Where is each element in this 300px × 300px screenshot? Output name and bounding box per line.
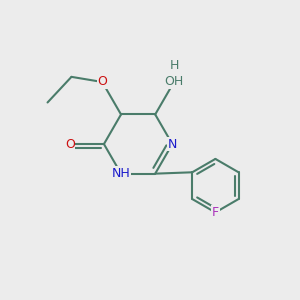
Text: F: F	[212, 206, 219, 219]
Text: OH: OH	[164, 76, 184, 88]
Text: N: N	[168, 138, 177, 151]
Text: NH: NH	[112, 167, 130, 180]
Text: O: O	[97, 76, 107, 88]
Text: H: H	[169, 59, 179, 72]
Text: O: O	[65, 138, 75, 151]
